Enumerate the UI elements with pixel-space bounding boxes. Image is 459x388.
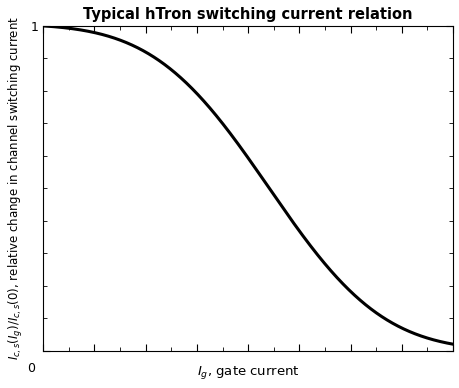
X-axis label: $I_g$, gate current: $I_g$, gate current: [196, 364, 299, 381]
Text: 0: 0: [27, 362, 35, 375]
Title: Typical hTron switching current relation: Typical hTron switching current relation: [83, 7, 412, 22]
Y-axis label: $I_{c,s}(I_g)/I_{c,s}(0)$, relative change in channel switching current: $I_{c,s}(I_g)/I_{c,s}(0)$, relative chan…: [7, 16, 25, 360]
